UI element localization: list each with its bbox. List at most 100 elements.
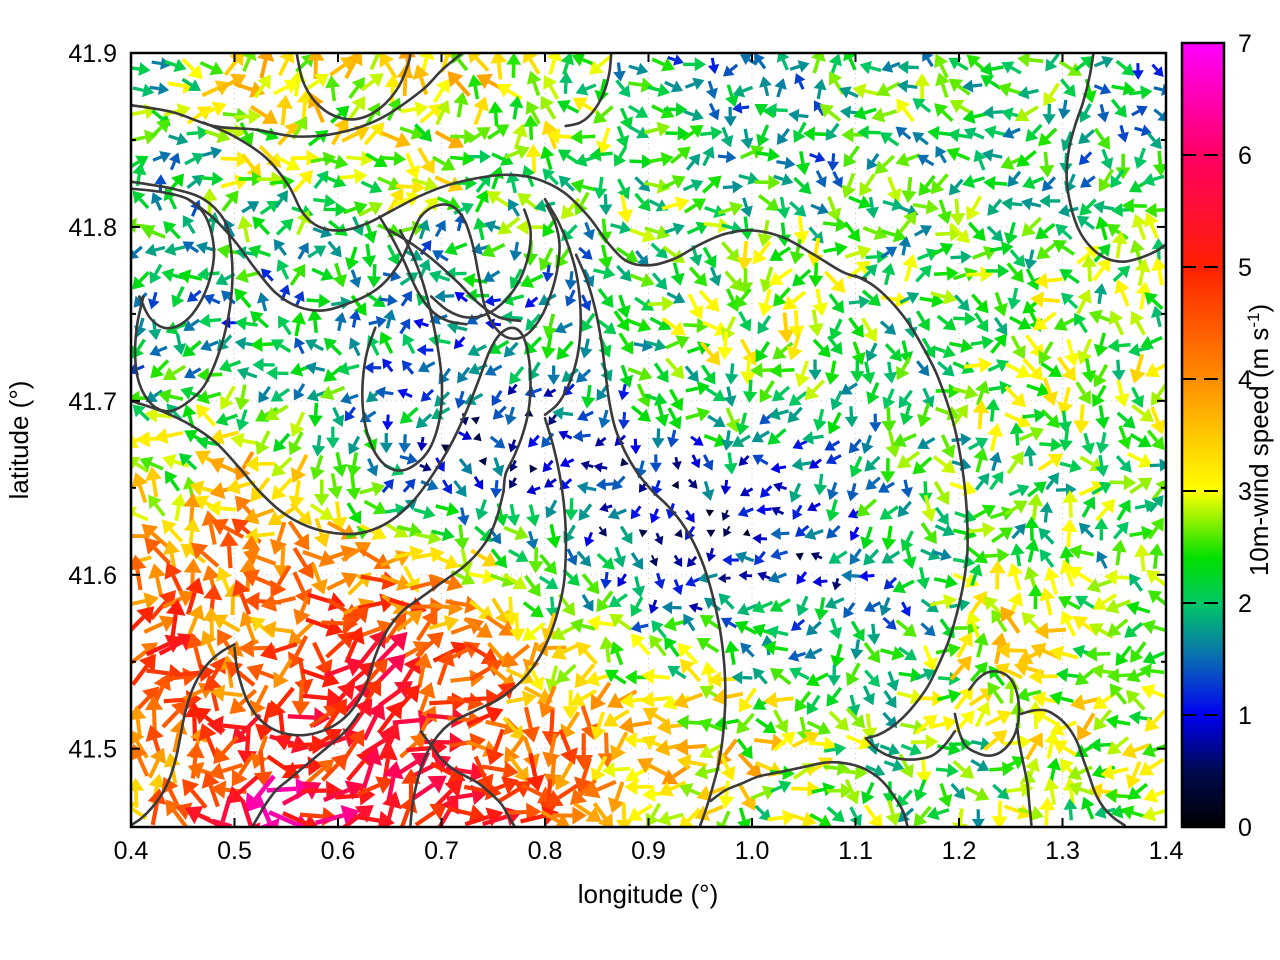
wind-arrow-head [209, 61, 224, 76]
wind-arrow-shaft [342, 692, 363, 715]
wind-arrow [688, 266, 708, 287]
wind-arrow-head [881, 420, 897, 433]
wind-arrow-shaft [664, 80, 675, 88]
wind-arrow-head [353, 168, 368, 185]
wind-arrow-shaft [967, 546, 980, 558]
wind-arrow [488, 101, 504, 126]
wind-arrow-head [1064, 352, 1080, 367]
wind-arrow-head [582, 599, 594, 612]
wind-arrow-shaft [683, 203, 697, 214]
wind-arrow-shaft [456, 58, 469, 72]
wind-arrow-shaft [890, 61, 901, 69]
wind-arrow [804, 379, 826, 401]
wind-arrow-shaft [460, 548, 468, 564]
wind-arrow [435, 99, 451, 126]
wind-arrow-shaft [1064, 428, 1070, 441]
wind-arrow-shaft [1131, 109, 1140, 117]
wind-arrow-shaft [596, 552, 608, 564]
wind-arrow-shaft [190, 318, 201, 327]
wind-arrow [162, 590, 195, 609]
wind-arrow-head [515, 144, 530, 160]
wind-arrow [1074, 312, 1088, 334]
wind-arrow-head [444, 241, 458, 256]
wind-arrow-head [372, 501, 387, 515]
wind-arrow [793, 216, 810, 245]
wind-arrow-head [397, 388, 409, 399]
wind-arrow-shaft [729, 63, 739, 72]
wind-arrow [199, 61, 224, 76]
wind-arrow-head [843, 53, 857, 62]
wind-arrow-shaft [898, 205, 910, 213]
wind-arrow-head [962, 109, 976, 124]
wind-arrow [1112, 521, 1129, 540]
wind-arrow-shaft [760, 341, 771, 354]
wind-arrow [1016, 687, 1042, 702]
wind-arrow-shaft [776, 696, 794, 702]
wind-arrow-head [480, 647, 499, 664]
wind-arrow-shaft [634, 505, 642, 513]
wind-arrow-head [234, 336, 247, 351]
wind-arrow [902, 545, 917, 570]
wind-arrow [864, 601, 882, 613]
wind-arrow-shaft [1115, 691, 1128, 705]
wind-arrow-head [320, 225, 333, 239]
wind-arrow-head [501, 572, 516, 588]
wind-arrow-shaft [907, 177, 913, 192]
wind-arrow-shaft [1129, 531, 1143, 538]
wind-arrow-shaft [951, 460, 962, 467]
wind-arrow-head [831, 176, 843, 189]
wind-arrow [269, 521, 288, 555]
wind-arrow-shaft [175, 322, 188, 330]
wind-arrow-shaft [151, 479, 159, 498]
wind-arrow-head [619, 269, 632, 282]
wind-arrow-head [927, 548, 941, 561]
wind-arrow-head [879, 132, 893, 145]
wind-arrow-shaft [864, 173, 876, 188]
wind-arrow-shaft [133, 511, 149, 522]
wind-arrow [740, 128, 754, 150]
wind-arrow [1016, 150, 1037, 167]
wind-arrow-head [296, 209, 311, 225]
wind-arrow-head [892, 433, 907, 448]
wind-arrow [683, 613, 696, 632]
wind-arrow-head [424, 196, 439, 212]
wind-arrow [1040, 408, 1060, 429]
wind-arrow [975, 380, 990, 406]
wind-arrow [242, 53, 257, 72]
wind-arrow-head [617, 209, 634, 224]
wind-arrow-head [983, 175, 996, 191]
wind-arrow [754, 103, 776, 119]
wind-arrow [1092, 593, 1118, 610]
wind-arrow [538, 575, 559, 589]
wind-arrow-shaft [700, 364, 711, 377]
wind-arrow-shaft [724, 599, 735, 610]
wind-arrow-head [637, 318, 652, 333]
wind-arrow-shaft [673, 554, 679, 561]
wind-arrow-shaft [279, 456, 293, 470]
wind-arrow [736, 602, 758, 616]
wind-arrow [856, 498, 877, 517]
wind-arrow-shaft [896, 691, 913, 699]
wind-arrow-head [283, 79, 299, 94]
wind-arrow-shaft [461, 366, 471, 377]
wind-arrow-shaft [282, 323, 292, 336]
wind-arrow-head [132, 162, 147, 176]
wind-arrow [611, 475, 626, 491]
wind-arrow [881, 262, 896, 286]
wind-arrow [674, 529, 683, 538]
wind-arrow-head [763, 640, 777, 656]
wind-arrow-head [603, 321, 617, 335]
wind-arrow-head [528, 436, 539, 448]
wind-arrow [1022, 175, 1045, 190]
wind-arrow-shaft [274, 642, 298, 654]
wind-arrow-head [765, 102, 777, 117]
wind-arrow [619, 107, 633, 130]
wind-arrow-head [757, 232, 773, 247]
wind-arrow-head [255, 440, 270, 455]
wind-arrow-head [1049, 645, 1065, 662]
wind-arrow [248, 244, 271, 259]
wind-arrow-head [638, 366, 653, 381]
wind-arrow [164, 58, 187, 73]
wind-arrow [271, 477, 294, 501]
wind-arrow [470, 548, 498, 567]
